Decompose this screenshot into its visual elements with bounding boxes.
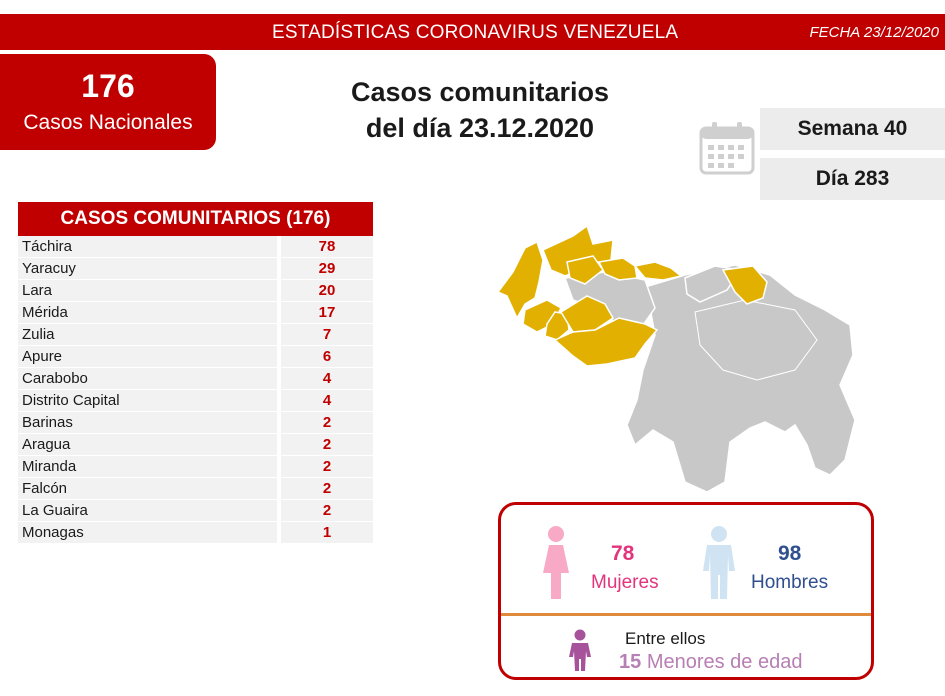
map-region-highlight <box>566 255 605 285</box>
state-name: Lara <box>18 280 277 302</box>
report-date: FECHA 23/12/2020 <box>809 24 939 41</box>
state-cases: 78 <box>281 236 373 258</box>
state-name: Carabobo <box>18 368 277 390</box>
state-cases: 4 <box>281 368 373 390</box>
minors-text: 15 Menores de edad <box>619 651 802 674</box>
divider <box>501 613 871 616</box>
state-name: Falcón <box>18 478 277 500</box>
map-region-highlight <box>633 261 683 281</box>
map-region-highlight <box>496 240 544 320</box>
table-row: Zulia 7 <box>18 324 373 346</box>
state-name: Aragua <box>18 434 277 456</box>
state-cases: 17 <box>281 302 373 324</box>
table-row: Distrito Capital 4 <box>18 390 373 412</box>
female-icon <box>543 526 569 599</box>
state-cases: 20 <box>281 280 373 302</box>
state-name: Distrito Capital <box>18 390 277 412</box>
table-row: Monagas 1 <box>18 522 373 544</box>
male-icon <box>703 526 735 599</box>
state-name: Monagas <box>18 522 277 544</box>
state-cases: 6 <box>281 346 373 368</box>
table-row: Falcón 2 <box>18 478 373 500</box>
table-row: Yaracuy 29 <box>18 258 373 280</box>
state-cases: 2 <box>281 478 373 500</box>
female-count: 78 <box>611 542 635 565</box>
minors-count: 15 <box>619 651 642 673</box>
state-cases: 2 <box>281 412 373 434</box>
state-name: Táchira <box>18 236 277 258</box>
state-name: Mérida <box>18 302 277 324</box>
table-row: Lara 20 <box>18 280 373 302</box>
header-bar: ESTADÍSTICAS CORONAVIRUS VENEZUELA FECHA… <box>0 14 945 50</box>
table-row: La Guaira 2 <box>18 500 373 522</box>
minors-label: Menores de edad <box>646 651 803 673</box>
venezuela-map <box>496 224 856 493</box>
map-region-highlight <box>544 311 570 341</box>
main-title: Casos comunitarios del día 23.12.2020 <box>300 74 660 146</box>
male-label: Hombres <box>751 572 829 593</box>
map-region-highlight <box>721 265 768 305</box>
map-region-highlight <box>553 317 659 367</box>
state-name: La Guaira <box>18 500 277 522</box>
page-title: ESTADÍSTICAS CORONAVIRUS VENEZUELA <box>272 22 679 43</box>
state-name: Miranda <box>18 456 277 478</box>
day-indicator: Día 283 <box>760 158 945 200</box>
table-row: Táchira 78 <box>18 236 373 258</box>
main-title-line2: del día 23.12.2020 <box>365 113 595 143</box>
minors-intro: Entre ellos <box>625 629 706 648</box>
state-cases: 29 <box>281 258 373 280</box>
state-name: Barinas <box>18 412 277 434</box>
table-row: Carabobo 4 <box>18 368 373 390</box>
week-indicator: Semana 40 <box>760 108 945 150</box>
table-header: CASOS COMUNITARIOS (176) <box>18 202 373 236</box>
national-cases-box: 176 Casos Nacionales <box>0 54 216 150</box>
map-region-highlight <box>597 257 638 281</box>
table-row: Apure 6 <box>18 346 373 368</box>
state-name: Yaracuy <box>18 258 277 280</box>
state-cases: 7 <box>281 324 373 346</box>
table-row: Mérida 17 <box>18 302 373 324</box>
child-icon <box>569 629 591 671</box>
female-label: Mujeres <box>591 572 659 593</box>
state-name: Apure <box>18 346 277 368</box>
calendar-icon <box>699 122 755 175</box>
national-cases-label: Casos Nacionales <box>23 111 193 134</box>
male-count: 98 <box>778 542 802 565</box>
national-cases-count: 176 <box>81 68 135 104</box>
table-row: Miranda 2 <box>18 456 373 478</box>
state-cases: 2 <box>281 500 373 522</box>
state-cases: 2 <box>281 456 373 478</box>
table-row: Barinas 2 <box>18 412 373 434</box>
state-cases: 1 <box>281 522 373 544</box>
table-row: Aragua 2 <box>18 434 373 456</box>
community-cases-table: CASOS COMUNITARIOS (176) Táchira 78 Yarac… <box>18 202 373 544</box>
main-title-line1: Casos comunitarios <box>350 77 610 107</box>
state-cases: 4 <box>281 390 373 412</box>
map-region-base <box>694 299 818 381</box>
state-name: Zulia <box>18 324 277 346</box>
gender-breakdown-box: 78 Mujeres 98 Hombres Entre ellos 15 Men… <box>498 502 874 680</box>
state-cases: 2 <box>281 434 373 456</box>
